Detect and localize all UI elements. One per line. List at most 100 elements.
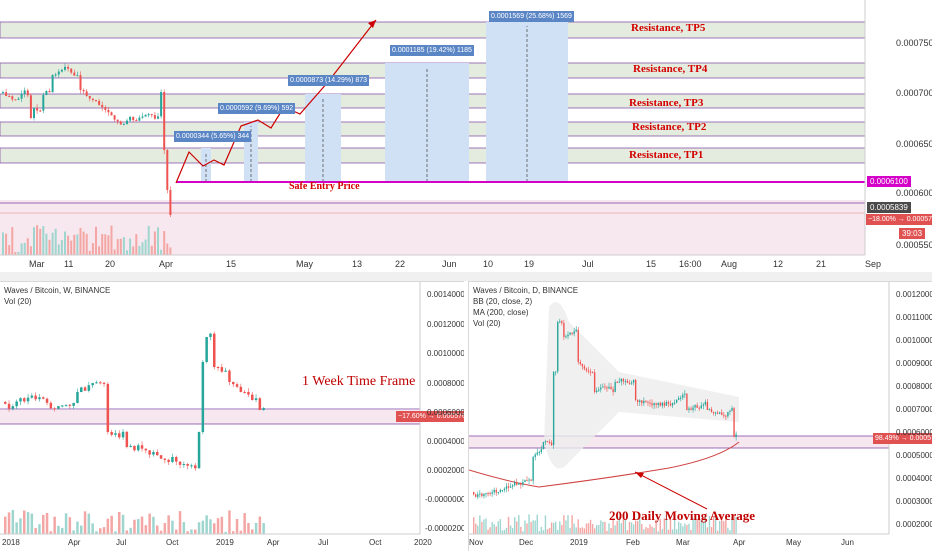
volume-bar: [616, 521, 618, 534]
volume-bar: [243, 513, 246, 534]
volume-bar: [49, 531, 53, 534]
candle-body: [129, 116, 132, 121]
candle-body: [559, 321, 561, 323]
volume-bar: [197, 522, 201, 534]
candle-body: [503, 488, 506, 491]
volume-bar: [550, 522, 553, 534]
volume-bar: [643, 529, 645, 534]
candle-body: [596, 390, 598, 392]
volume-bar: [624, 519, 627, 534]
candle-body: [526, 480, 528, 482]
daily-chart-title: Waves / Bitcoin, D, BINANCE: [473, 286, 579, 295]
candle-body: [632, 380, 635, 383]
x-tick: 2019: [216, 538, 234, 547]
candle-body: [125, 431, 129, 447]
candle-body: [696, 405, 698, 408]
candle-body: [163, 458, 167, 460]
x-tick: 2020: [414, 538, 432, 547]
volume-bar: [602, 521, 604, 534]
y-tick: 0.0004000: [896, 474, 932, 483]
weekly-volume: [4, 510, 265, 534]
volume-bar: [661, 529, 663, 534]
daily-chart-svg[interactable]: [469, 282, 932, 551]
price-candles: [2, 63, 172, 218]
candle-body: [34, 395, 37, 400]
weekly-annotation: 1 Week Time Frame: [302, 374, 416, 389]
volume-bar: [669, 519, 672, 534]
current-price-tag: −18.00% → 0.0005768: [866, 214, 932, 225]
candle-body: [87, 385, 91, 391]
main-chart-svg[interactable]: [0, 0, 932, 272]
volume-bar: [630, 522, 633, 534]
volume-bar: [698, 516, 700, 534]
candle-body: [243, 391, 246, 393]
weekly-chart-panel[interactable]: Waves / Bitcoin, W, BINANCE Vol (20) 1 W…: [0, 281, 464, 551]
ma-annotation-arrow: [634, 471, 708, 510]
x-tick: 20: [105, 259, 116, 269]
y-tick: 0.0010000: [896, 336, 932, 345]
volume-bars: [2, 225, 172, 255]
y-tick: 0.0008000: [427, 379, 464, 388]
candle-body: [135, 120, 138, 122]
candle-body: [83, 387, 87, 391]
candle-body: [254, 398, 258, 400]
candle-body: [702, 404, 704, 406]
volume-bar: [702, 521, 704, 534]
candle-body: [487, 493, 489, 495]
candle-body: [663, 402, 666, 406]
volume-bar: [483, 519, 485, 534]
volume-bar: [573, 523, 575, 534]
candle-body: [536, 452, 538, 455]
daily-candles: [473, 318, 737, 500]
weekly-chart-svg[interactable]: [0, 282, 464, 551]
resistance-label-tp4: Resistance, TP4: [633, 63, 708, 75]
volume-bar: [166, 243, 169, 255]
candle-body: [122, 124, 125, 126]
volume-bar: [11, 227, 14, 255]
candle-body: [213, 333, 216, 367]
volume-bar: [491, 521, 493, 534]
volume-bar: [38, 524, 41, 534]
candle-body: [630, 382, 633, 384]
y-tick: 0.0004000: [427, 437, 464, 446]
candle-body: [710, 409, 713, 412]
volume-bar: [583, 528, 586, 534]
volume-bar: [116, 239, 119, 255]
candle-body: [197, 432, 201, 469]
daily-chart-panel[interactable]: Waves / Bitcoin, D, BINANCE BB (20, clos…: [468, 281, 932, 551]
x-tick: Apr: [267, 538, 280, 547]
candle-body: [606, 387, 608, 389]
volume-bar: [610, 527, 612, 534]
candle-body: [5, 92, 8, 96]
lower-range-area: [0, 200, 865, 255]
weekly-range-band: [0, 410, 420, 424]
candle-body: [645, 400, 647, 402]
volume-bar: [540, 526, 543, 534]
x-tick: May: [296, 259, 314, 269]
volume-bar: [604, 521, 606, 534]
volume-bar: [477, 525, 479, 534]
candle-body: [657, 402, 659, 406]
volume-bar: [608, 523, 610, 534]
candle-body: [178, 461, 182, 465]
y-tick: 0.0012000: [427, 320, 464, 329]
candle-body: [610, 386, 612, 390]
candle-body: [51, 75, 54, 93]
candle-body: [235, 384, 239, 387]
volume-bar: [501, 530, 504, 534]
volume-bar: [534, 520, 536, 534]
x-tick: 11: [64, 259, 74, 269]
resistance-label-tp3: Resistance, TP3: [629, 97, 704, 109]
daily-price-tag: 98.49% → 0.0005768: [873, 433, 932, 444]
candle-body: [107, 109, 110, 113]
candle-body: [64, 404, 68, 406]
y-tick: 0.0011000: [896, 313, 932, 322]
volume-bar: [688, 523, 690, 534]
volume-bar: [30, 513, 34, 534]
volume-bar: [714, 514, 717, 534]
candle-body: [76, 392, 79, 403]
x-tick: Oct: [369, 538, 382, 547]
volume-bar: [712, 517, 715, 534]
